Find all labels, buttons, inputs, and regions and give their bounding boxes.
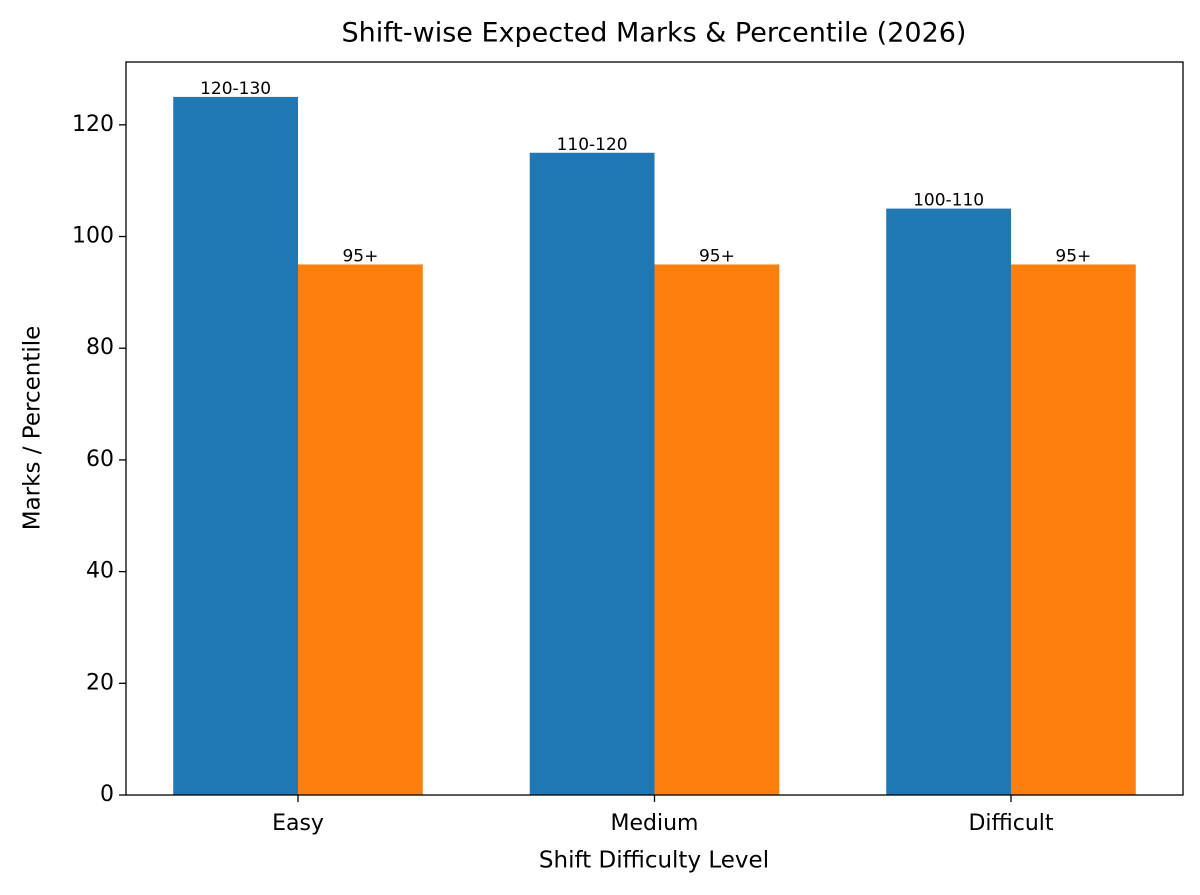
chart-title: Shift-wise Expected Marks & Percentile (… [342, 18, 967, 49]
value-label: 95+ [699, 246, 735, 266]
y-tick-label: 0 [100, 782, 114, 807]
bar [173, 96, 299, 795]
y-tick-label: 60 [86, 447, 114, 472]
bar [529, 152, 655, 795]
bar [298, 264, 423, 795]
plot-frame [125, 61, 1184, 796]
bar [654, 264, 780, 795]
x-tick-label: Easy [272, 811, 324, 836]
value-label: 110-120 [557, 135, 628, 155]
value-label: 95+ [342, 246, 378, 266]
value-label: 100-110 [913, 191, 984, 211]
x-tick-label: Difficult [968, 811, 1053, 836]
y-tick-label: 80 [86, 335, 114, 360]
y-tick-label: 120 [72, 112, 114, 137]
value-label: 120-130 [200, 79, 271, 99]
y-axis-label: Marks / Percentile [20, 326, 46, 531]
bar [1010, 264, 1136, 795]
bar [886, 208, 1011, 796]
y-tick-label: 40 [86, 559, 114, 584]
x-axis-label: Shift Difficulty Level [539, 848, 769, 874]
value-label: 95+ [1055, 246, 1091, 266]
y-tick-label: 20 [86, 670, 114, 695]
y-tick-label: 100 [72, 224, 114, 249]
x-tick-label: Medium [611, 811, 699, 836]
